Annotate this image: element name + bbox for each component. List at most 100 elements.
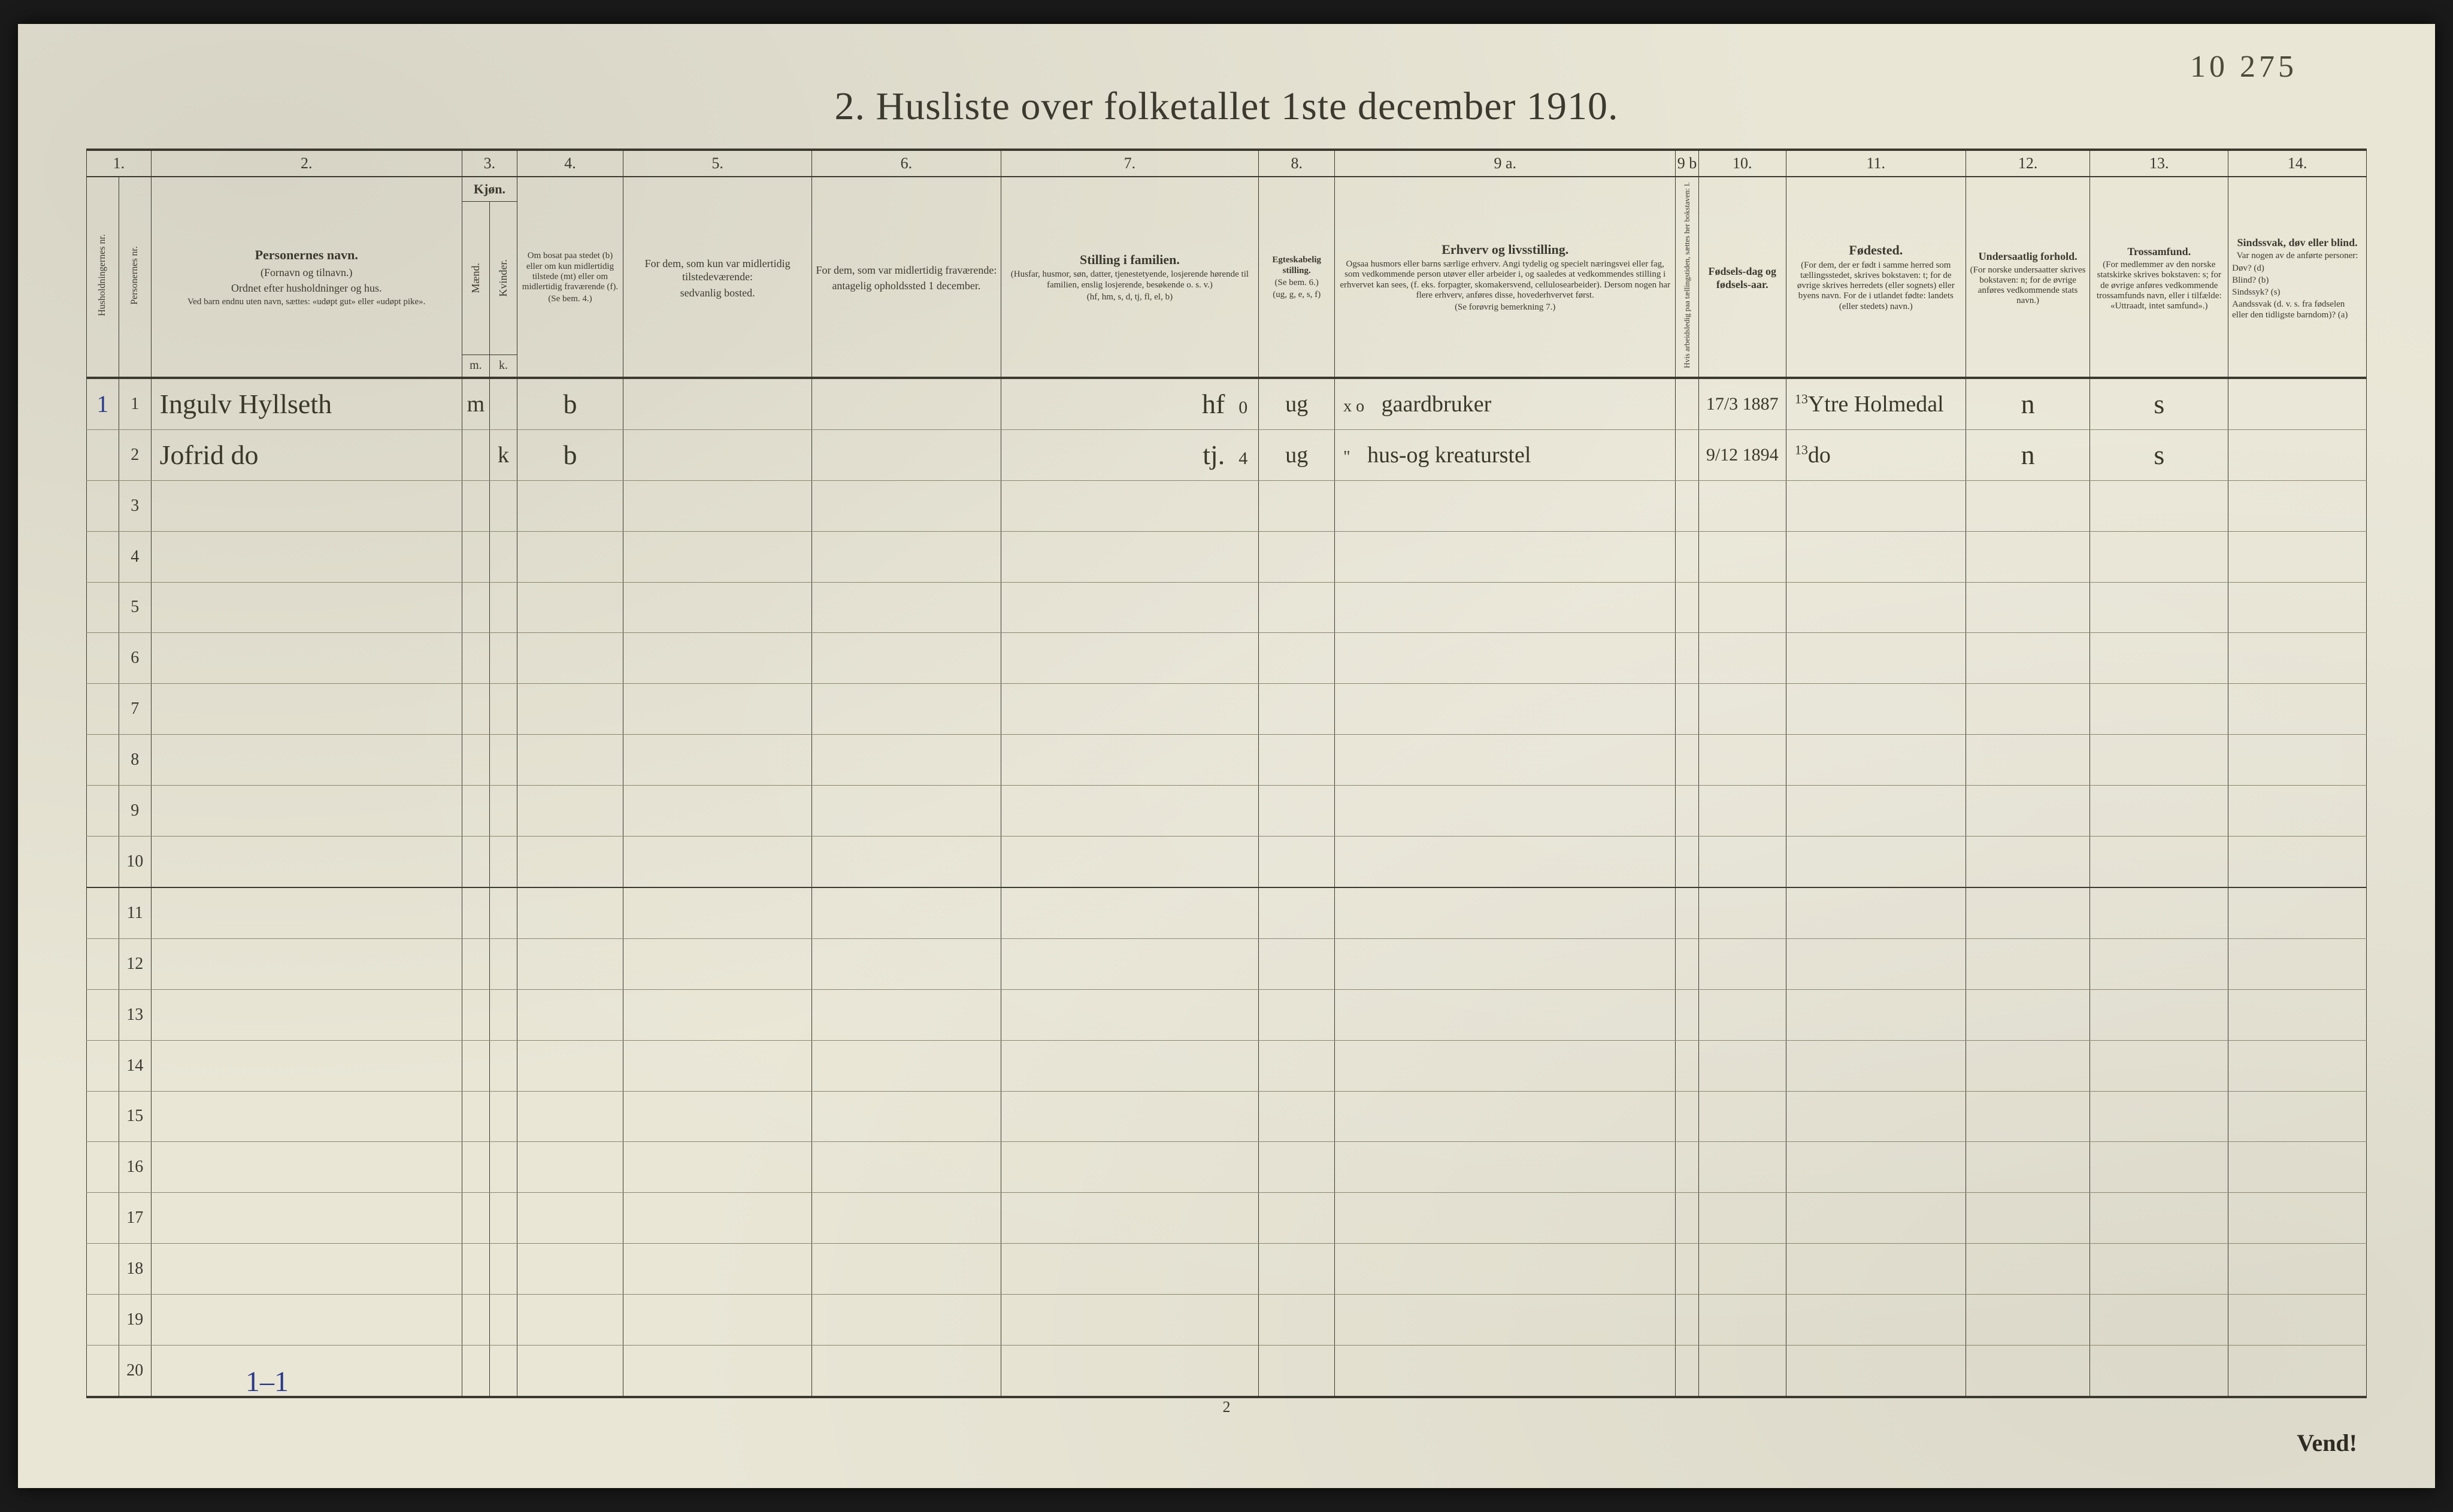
cell-col6 xyxy=(812,735,1001,786)
cell-sex-m xyxy=(462,735,489,786)
cell-sex-k: k xyxy=(489,429,517,480)
cell-birthplace xyxy=(1786,1040,1966,1091)
cell-birthdate xyxy=(1698,1091,1786,1142)
cell-marital xyxy=(1259,1295,1335,1346)
cell-col5 xyxy=(623,480,811,531)
cell-faith xyxy=(2090,735,2228,786)
colnum-9b: 9 b xyxy=(1676,151,1698,177)
cell-family-status xyxy=(1001,1193,1259,1244)
cell-person-nr: 5 xyxy=(119,582,151,633)
table-row: 9 xyxy=(87,786,2367,837)
cell-occupation xyxy=(1335,735,1676,786)
cell-sex-m xyxy=(462,786,489,837)
cell-sex-m xyxy=(462,1142,489,1193)
tally-count: 1–1 xyxy=(246,1365,289,1398)
cell-occupation xyxy=(1335,633,1676,684)
cell-marital xyxy=(1259,1091,1335,1142)
cell-disability xyxy=(2228,938,2367,989)
cell-unemployed xyxy=(1676,837,1698,887)
cell-sex-k xyxy=(489,989,517,1040)
table-row: 12 xyxy=(87,938,2367,989)
cell-faith xyxy=(2090,582,2228,633)
table-row: 10 xyxy=(87,837,2367,887)
colnum-8: 8. xyxy=(1259,151,1335,177)
cell-family-status xyxy=(1001,1091,1259,1142)
cell-disability xyxy=(2228,480,2367,531)
cell-col6 xyxy=(812,1193,1001,1244)
cell-occupation xyxy=(1335,1345,1676,1397)
cell-family-status xyxy=(1001,480,1259,531)
cell-family-status xyxy=(1001,989,1259,1040)
cell-birthdate xyxy=(1698,938,1786,989)
cell-family-status: tj. 4 xyxy=(1001,429,1259,480)
cell-col6 xyxy=(812,531,1001,582)
table-row: 11 xyxy=(87,887,2367,938)
cell-residence xyxy=(517,938,623,989)
table-row: 15 xyxy=(87,1091,2367,1142)
hdr-marital: Egteskabelig stilling. (Se bem. 6.) (ug,… xyxy=(1259,177,1335,378)
cell-marital: ug xyxy=(1259,429,1335,480)
cell-person-nr: 12 xyxy=(119,938,151,989)
cell-name xyxy=(151,1345,462,1397)
cell-person-nr: 10 xyxy=(119,837,151,887)
cell-disability xyxy=(2228,1040,2367,1091)
cell-household-nr xyxy=(87,429,119,480)
cell-birthplace xyxy=(1786,735,1966,786)
cell-marital xyxy=(1259,837,1335,887)
cell-birthdate xyxy=(1698,1040,1786,1091)
cell-marital xyxy=(1259,989,1335,1040)
cell-residence xyxy=(517,989,623,1040)
cell-unemployed xyxy=(1676,429,1698,480)
cell-sex-m xyxy=(462,938,489,989)
hdr-faith: Trossamfund. (For medlemmer av den norsk… xyxy=(2090,177,2228,378)
cell-sex-k xyxy=(489,378,517,430)
cell-household-nr xyxy=(87,887,119,938)
cell-unemployed xyxy=(1676,1345,1698,1397)
cell-col6 xyxy=(812,786,1001,837)
cell-sex-m xyxy=(462,531,489,582)
cell-col6 xyxy=(812,837,1001,887)
cell-unemployed xyxy=(1676,684,1698,735)
table-row: 7 xyxy=(87,684,2367,735)
cell-name: Jofrid do xyxy=(151,429,462,480)
cell-faith xyxy=(2090,1345,2228,1397)
table-row: 3 xyxy=(87,480,2367,531)
hdr-sex: Kjøn. Mænd. Kvinder. m. k. xyxy=(462,177,517,378)
cell-marital xyxy=(1259,480,1335,531)
colnum-10: 10. xyxy=(1698,151,1786,177)
cell-faith xyxy=(2090,989,2228,1040)
table-body: 11Ingulv Hyllsethmbhf 0ugx o gaardbruker… xyxy=(87,378,2367,1397)
cell-birthplace xyxy=(1786,1244,1966,1295)
cell-birthplace xyxy=(1786,633,1966,684)
cell-unemployed xyxy=(1676,735,1698,786)
table-row: 16 xyxy=(87,1142,2367,1193)
colnum-13: 13. xyxy=(2090,151,2228,177)
table-row: 19 xyxy=(87,1295,2367,1346)
cell-person-nr: 3 xyxy=(119,480,151,531)
cell-occupation xyxy=(1335,480,1676,531)
cell-col5 xyxy=(623,1295,811,1346)
cell-disability xyxy=(2228,429,2367,480)
cell-household-nr xyxy=(87,531,119,582)
cell-sex-k xyxy=(489,684,517,735)
table-row: 6 xyxy=(87,633,2367,684)
cell-sex-k xyxy=(489,1244,517,1295)
cell-nationality xyxy=(1966,989,2090,1040)
cell-faith: s xyxy=(2090,378,2228,430)
table-row: 5 xyxy=(87,582,2367,633)
cell-birthdate xyxy=(1698,887,1786,938)
footer-page-number: 2 xyxy=(18,1398,2435,1416)
cell-name xyxy=(151,837,462,887)
cell-birthplace xyxy=(1786,1345,1966,1397)
cell-col5 xyxy=(623,1345,811,1397)
cell-nationality xyxy=(1966,582,2090,633)
cell-household-nr xyxy=(87,1244,119,1295)
cell-occupation xyxy=(1335,1142,1676,1193)
cell-sex-k xyxy=(489,887,517,938)
cell-sex-m: m xyxy=(462,378,489,430)
cell-nationality xyxy=(1966,1244,2090,1295)
cell-sex-m xyxy=(462,1295,489,1346)
cell-person-nr: 18 xyxy=(119,1244,151,1295)
cell-col5 xyxy=(623,531,811,582)
cell-person-nr: 13 xyxy=(119,989,151,1040)
